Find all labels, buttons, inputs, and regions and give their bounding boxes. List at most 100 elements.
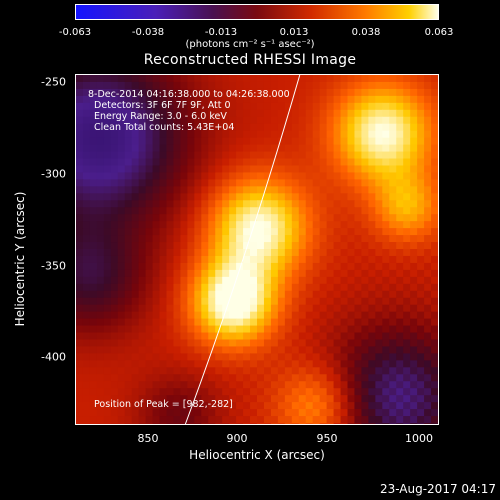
heatmap-cell	[417, 318, 425, 327]
heatmap-cell	[173, 130, 181, 139]
heatmap-cell	[291, 102, 300, 111]
heatmap-cell	[375, 242, 383, 250]
heatmap-cell	[424, 88, 432, 97]
heatmap-cell	[250, 151, 258, 160]
heatmap-cell	[319, 193, 328, 201]
heatmap-cell	[201, 255, 209, 264]
heatmap-cell	[403, 179, 411, 187]
heatmap-cell	[222, 325, 230, 334]
heatmap-cell	[410, 186, 418, 194]
heatmap-cell	[208, 228, 216, 236]
heatmap-cell	[312, 228, 321, 236]
heatmap-cell	[110, 123, 119, 132]
heatmap-cell	[76, 137, 84, 146]
heatmap-cell	[410, 249, 418, 257]
heatmap-cell	[403, 290, 411, 299]
heatmap-cell	[361, 388, 369, 396]
heatmap-cell	[410, 423, 418, 424]
heatmap-cell	[96, 228, 105, 236]
heatmap-cell	[291, 395, 300, 403]
heatmap-cell	[138, 346, 147, 354]
heatmap-cell	[257, 367, 265, 375]
heatmap-cell	[166, 207, 174, 215]
heatmap-cell	[284, 235, 293, 243]
heatmap-cell	[110, 416, 119, 424]
heatmap-cell	[410, 88, 418, 97]
heatmap-cell	[236, 123, 244, 132]
heatmap-cell	[326, 235, 335, 243]
heatmap-cell	[354, 228, 362, 236]
heatmap-cell	[403, 409, 411, 417]
heatmap-cell	[222, 318, 230, 327]
heatmap-cell	[257, 402, 265, 410]
heatmap-cell	[103, 81, 112, 90]
heatmap-cell	[145, 214, 154, 222]
heatmap-cell	[361, 95, 369, 104]
heatmap-cell	[76, 283, 84, 292]
heatmap-cell	[284, 207, 293, 215]
heatmap-cell	[76, 409, 84, 417]
heatmap-cell	[250, 179, 258, 187]
heatmap-cell	[417, 283, 425, 292]
heatmap-cell	[250, 242, 258, 250]
heatmap-cell	[312, 360, 321, 368]
heatmap-cell	[410, 360, 418, 368]
heatmap-cell	[82, 360, 91, 368]
heatmap-cell	[229, 318, 237, 327]
heatmap-cell	[333, 235, 342, 243]
heatmap-cell	[305, 416, 314, 424]
heatmap-cell	[194, 297, 202, 306]
heatmap-cell	[361, 81, 369, 90]
heatmap-cell	[215, 81, 223, 90]
heatmap-cell	[354, 158, 362, 166]
heatmap-cell	[89, 262, 98, 271]
heatmap-cell	[284, 367, 293, 375]
heatmap-cell	[375, 346, 383, 354]
heatmap-cell	[215, 297, 223, 306]
heatmap-cell	[333, 255, 342, 264]
heatmap-cell	[152, 255, 161, 264]
heatmap-cell	[124, 332, 133, 340]
heatmap-cell	[291, 116, 300, 125]
heatmap-cell	[396, 130, 404, 139]
heatmap-cell	[229, 262, 237, 271]
heatmap-cell	[396, 367, 404, 375]
heatmap-cell	[257, 388, 265, 396]
heatmap-cell	[117, 402, 126, 410]
heatmap-cell	[375, 102, 383, 111]
heatmap-cell	[410, 381, 418, 389]
heatmap-cell	[159, 346, 167, 354]
heatmap-cell	[382, 165, 390, 173]
heatmap-cell	[236, 179, 244, 187]
heatmap-cell	[389, 297, 397, 306]
heatmap-cell	[291, 249, 300, 257]
heatmap-cell	[424, 339, 432, 347]
heatmap-cell	[403, 242, 411, 250]
heatmap-cell	[257, 221, 265, 229]
heatmap-cell	[159, 123, 167, 132]
heatmap-cell	[222, 395, 230, 403]
heatmap-cell	[431, 179, 438, 187]
heatmap-cell	[243, 276, 251, 285]
heatmap-cell	[277, 172, 286, 180]
heatmap-cell	[138, 186, 147, 194]
heatmap-cell	[131, 130, 140, 139]
heatmap-cell	[76, 151, 84, 160]
heatmap-cell	[347, 249, 355, 257]
heatmap-cell	[194, 109, 202, 118]
heatmap-cell	[250, 75, 258, 83]
heatmap-cell	[76, 221, 84, 229]
heatmap-cell	[222, 367, 230, 375]
heatmap-cell	[236, 395, 244, 403]
heatmap-cell	[103, 214, 112, 222]
heatmap-cell	[326, 262, 335, 271]
heatmap-cell	[396, 381, 404, 389]
heatmap-cell	[417, 381, 425, 389]
heatmap-cell	[298, 416, 307, 424]
heatmap-cell	[201, 269, 209, 278]
heatmap-cell	[424, 255, 432, 264]
heatmap-cell	[208, 255, 216, 264]
heatmap-cell	[354, 249, 362, 257]
heatmap-cell	[417, 332, 425, 340]
heatmap-cell	[180, 116, 188, 125]
